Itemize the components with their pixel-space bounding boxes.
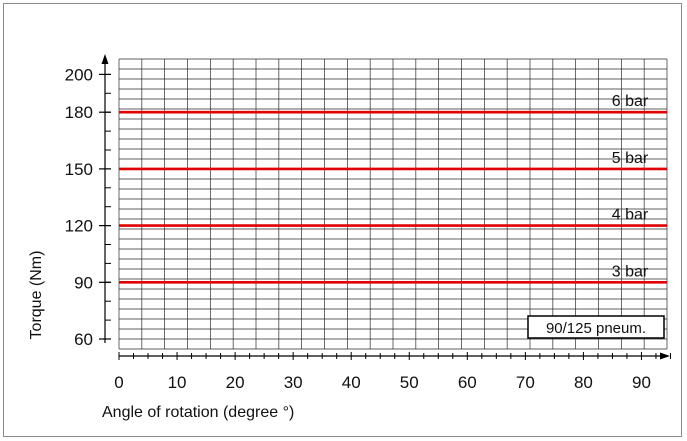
series-label: 6 bar <box>612 93 649 110</box>
axes <box>101 54 671 360</box>
y-tick-label: 150 <box>65 160 93 179</box>
x-axis-label: Angle of rotation (degree °) <box>102 404 294 421</box>
y-tick-label: 90 <box>74 273 93 292</box>
x-tick-label: 40 <box>342 373 361 392</box>
chart-frame <box>3 3 682 437</box>
tick-labels: 60 90 120 150 180 200 0 10 20 30 40 50 60 70 80 90 <box>65 65 651 392</box>
x-tick-label: 90 <box>632 373 651 392</box>
x-axis-arrow <box>660 352 670 360</box>
x-tick-label: 30 <box>284 373 303 392</box>
x-tick-label: 80 <box>574 373 593 392</box>
series-label: 4 bar <box>612 207 649 224</box>
series-label: 5 bar <box>612 150 649 167</box>
model-annotation: 90/125 pneum. <box>527 315 665 339</box>
y-tick-label: 200 <box>65 65 93 84</box>
x-tick-label: 10 <box>168 373 187 392</box>
y-tick-label: 60 <box>74 330 93 349</box>
y-axis-label: Torque (Nm) <box>28 251 45 340</box>
x-tick-label: 50 <box>400 373 419 392</box>
y-axis-arrow <box>101 54 109 64</box>
x-tick-label: 60 <box>458 373 477 392</box>
x-tick-label: 20 <box>226 373 245 392</box>
annotation-text: 90/125 pneum. <box>546 320 646 337</box>
x-tick-label: 0 <box>114 373 123 392</box>
annotation-box <box>527 315 665 339</box>
y-tick-label: 180 <box>65 103 93 122</box>
series-label: 3 bar <box>612 263 649 280</box>
grid <box>118 58 668 350</box>
series-lines: 3 bar 4 bar 5 bar 6 bar <box>119 93 667 284</box>
y-tick-label: 120 <box>65 217 93 236</box>
x-tick-label: 70 <box>516 373 535 392</box>
